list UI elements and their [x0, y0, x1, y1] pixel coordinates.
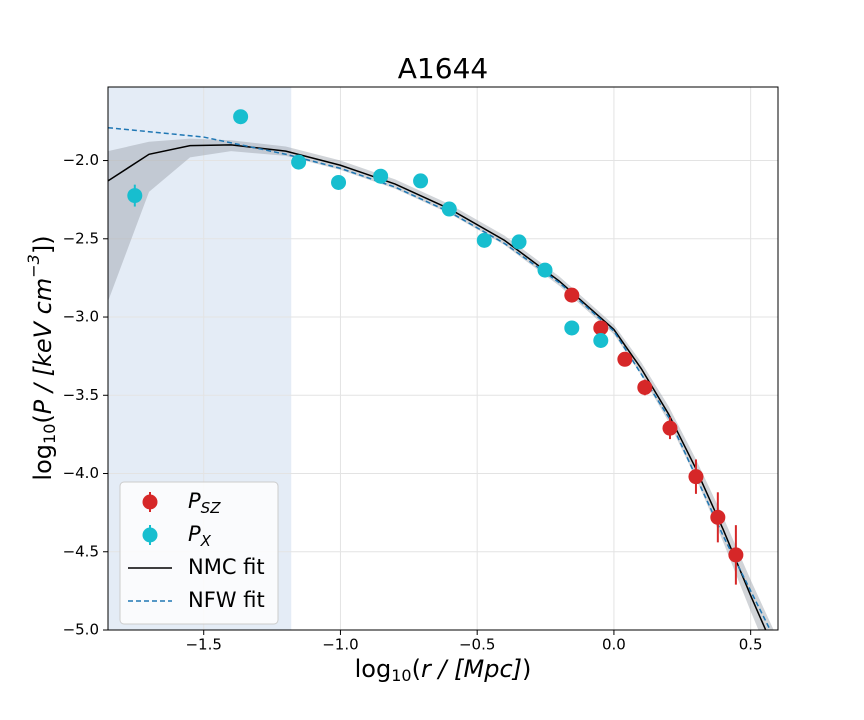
plot-frame [107, 86, 779, 631]
legend-swatch [142, 494, 158, 510]
y-label-part: P / [keV cm [29, 278, 57, 414]
legend-label: PSZ [188, 489, 221, 517]
data-point [441, 201, 457, 217]
x-label-part: r / [Mpc] [421, 655, 522, 683]
x-tick-label: 0.5 [739, 636, 763, 654]
legend-swatch [142, 527, 158, 543]
legend-label-part: P [188, 489, 201, 513]
chart-title: A1644 [398, 52, 488, 85]
x-label-part: log [355, 655, 392, 683]
data-point [511, 234, 527, 250]
legend-label: NFW fit [188, 588, 265, 612]
data-point [564, 320, 580, 336]
y-label-part: ]) [29, 235, 57, 254]
x-tick-label: −1.5 [185, 636, 221, 654]
data-point [413, 173, 429, 189]
x-tick-label: 0.0 [602, 636, 626, 654]
legend-label-part: P [188, 522, 201, 546]
y-tick-label: −4.0 [63, 464, 99, 482]
fit-line [108, 126, 772, 630]
legend-label-sub: SZ [201, 499, 222, 517]
legend-label: NMC fit [188, 555, 265, 579]
y-label-part: −3 [24, 254, 43, 278]
data-point [537, 262, 553, 278]
y-tick-label: −3.0 [63, 308, 99, 326]
x-label-part: ( [412, 655, 421, 683]
data-point [728, 547, 744, 563]
y-label-part: log [29, 444, 57, 481]
data-point [617, 351, 633, 367]
data-point [291, 154, 307, 170]
x-label-part: ) [522, 655, 531, 683]
y-tick-label: −2.5 [63, 229, 99, 247]
y-tick-label: −3.5 [63, 386, 99, 404]
data-point [662, 420, 678, 436]
legend-label-part: NFW fit [188, 588, 265, 612]
y-label-part: 10 [40, 424, 59, 444]
x-tick-label: −1.0 [322, 636, 358, 654]
data-point [593, 333, 609, 349]
y-label-part: ( [29, 414, 57, 423]
fit-line [108, 144, 767, 630]
legend-label-sub: X [200, 532, 212, 550]
y-axis-label: log10(P / [keV cm−3]) [24, 235, 59, 480]
data-point [593, 320, 609, 336]
x-tick-label: −0.5 [459, 636, 495, 654]
legend-label: PX [188, 522, 212, 550]
legend-label-part: NMC fit [188, 555, 265, 579]
ticks: −1.5 −1.0 −0.5 0.0 0.5 −2.0 −2.5 −3.0 −3.5 −4.0 −4… [63, 151, 763, 653]
x-axis-label: log10(r / [Mpc]) [355, 655, 532, 685]
data-point [637, 379, 653, 395]
legend-box [119, 481, 279, 625]
data-point [233, 109, 249, 125]
y-tick-label: −5.0 [63, 621, 99, 639]
data-point [688, 469, 704, 485]
data-point [476, 232, 492, 248]
y-tick-label: −2.0 [63, 151, 99, 169]
x-label-part: 10 [391, 666, 411, 685]
data-point [564, 287, 580, 303]
data-point [373, 168, 389, 184]
data-point [710, 509, 726, 525]
data-point [331, 174, 347, 190]
data-point [127, 188, 143, 204]
y-tick-label: −4.5 [63, 542, 99, 560]
